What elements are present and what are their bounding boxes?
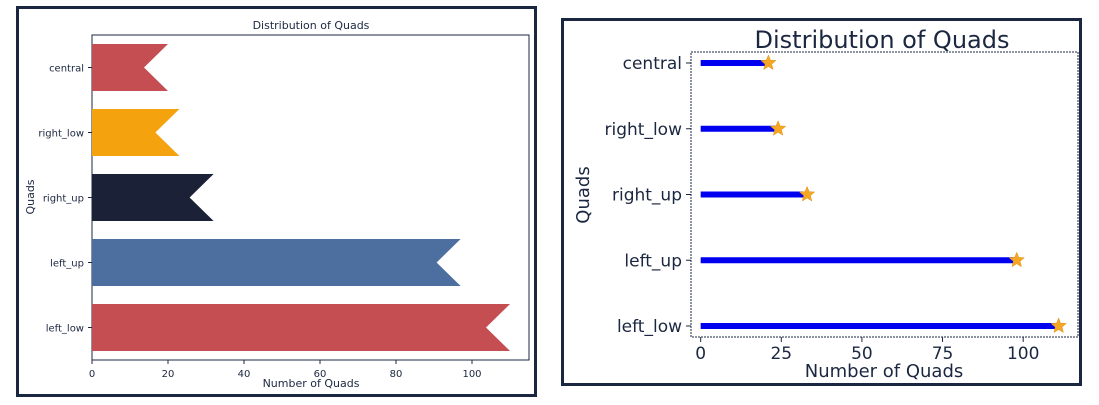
y-tick-label: left_up	[624, 251, 682, 271]
y-tick-label: right_low	[605, 120, 683, 140]
lollipop-chart: Distribution of Quads Number of Quads Qu…	[573, 26, 1079, 382]
x-tick-label: 20	[162, 369, 175, 380]
x-ticks-group: 0 20 40 60 80 100	[89, 360, 482, 380]
bar-right_up	[92, 174, 214, 221]
bar-central	[92, 44, 168, 91]
bar-left_up	[92, 239, 461, 286]
y-axis-label: Quads	[573, 166, 594, 223]
x-axis-label: Number of Quads	[805, 361, 964, 382]
y-tick-label: left_up	[50, 259, 84, 270]
star-marker-left_low	[1050, 317, 1067, 334]
x-ticks-group: 0 25 50 75 100	[695, 337, 1039, 364]
lollipop-chart-panel: Distribution of Quads Number of Quads Qu…	[561, 18, 1082, 386]
chart-title: Distribution of Quads	[253, 19, 370, 32]
y-tick-label: left_low	[617, 317, 682, 337]
x-tick-label: 100	[462, 369, 481, 380]
x-tick-label: 0	[695, 344, 706, 364]
bar-chart: Distribution of Quads Number of Quads Qu…	[24, 19, 530, 390]
bar-chart-panel: Distribution of Quads Number of Quads Qu…	[16, 6, 537, 397]
x-tick-label: 50	[851, 344, 873, 364]
star-marker-central	[760, 54, 777, 71]
y-tick-label: right_up	[43, 194, 84, 205]
marks-group	[700, 54, 1067, 334]
x-tick-label: 60	[314, 369, 327, 380]
star-marker-right_up	[798, 185, 816, 202]
chart-title: Distribution of Quads	[755, 26, 1010, 54]
x-tick-label: 80	[390, 369, 403, 380]
y-axis-label: Quads	[24, 179, 37, 214]
x-tick-label: 100	[1007, 344, 1039, 364]
bar-right_low	[92, 109, 180, 156]
y-tick-label: left_low	[46, 324, 84, 335]
bar-left_low	[92, 304, 510, 351]
x-axis-label: Number of Quads	[263, 377, 360, 390]
x-tick-label: 75	[932, 344, 954, 364]
y-tick-label: central	[623, 54, 682, 74]
star-marker-right_low	[769, 120, 787, 136]
x-tick-label: 0	[89, 369, 95, 380]
y-tick-label: right_up	[612, 186, 682, 206]
y-tick-label: right_low	[38, 129, 84, 140]
y-ticks-group: central right_low right_up left_up left_low	[605, 54, 691, 337]
bars-group	[92, 44, 510, 351]
x-tick-label: 40	[238, 369, 251, 380]
x-tick-label: 25	[770, 344, 792, 364]
y-tick-label: central	[49, 64, 84, 75]
y-ticks-group: central right_low right_up left_up left_low	[38, 64, 92, 335]
star-marker-left_up	[1008, 251, 1025, 268]
